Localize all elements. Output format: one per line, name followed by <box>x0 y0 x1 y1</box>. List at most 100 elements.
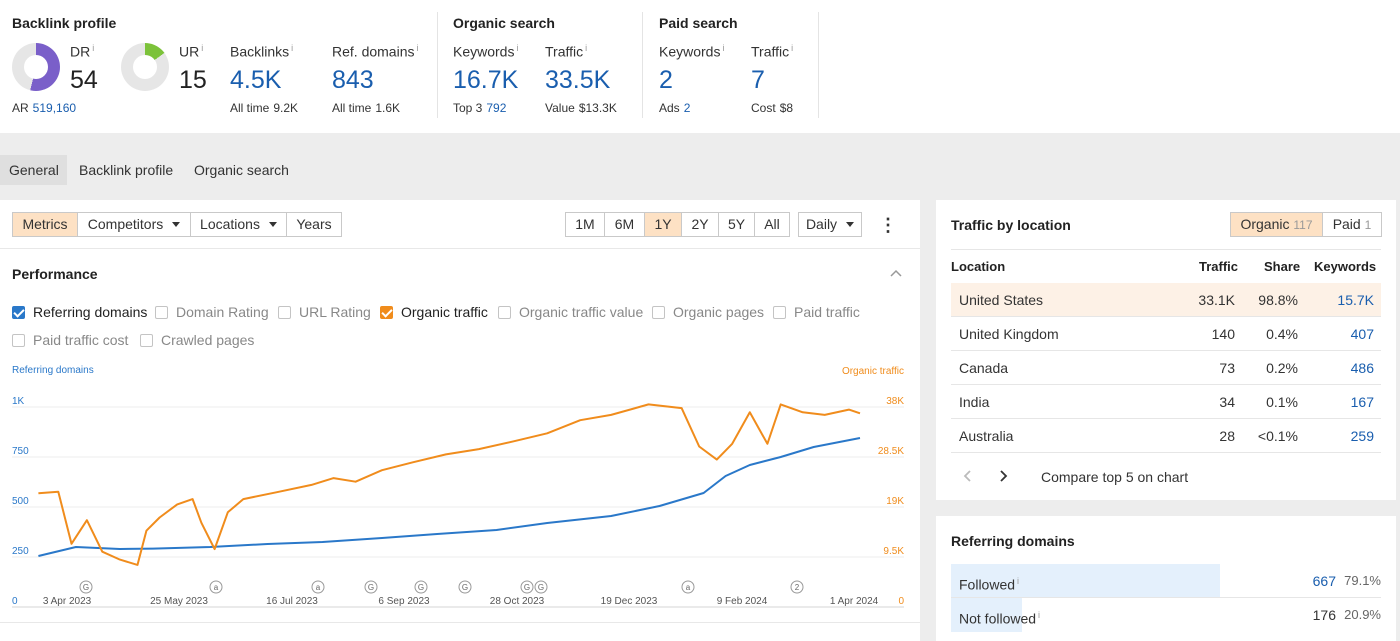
annotation-marker[interactable]: a <box>681 580 695 594</box>
table-row[interactable]: United States 33.1K 98.8% 15.7K <box>951 283 1381 317</box>
range-1y-button[interactable]: 1Y <box>644 212 682 237</box>
keywords-link[interactable]: 167 <box>1350 394 1374 410</box>
paid-traffic-value[interactable]: 7 <box>751 66 765 94</box>
tab-general[interactable]: General <box>0 155 67 185</box>
keywords-link[interactable]: 15.7K <box>1337 292 1374 308</box>
info-icon[interactable]: i <box>92 43 95 53</box>
info-icon[interactable]: i <box>201 43 204 53</box>
annotation-label: 2 <box>795 583 800 592</box>
more-options-icon[interactable]: ⋮ <box>879 215 897 235</box>
chevron-right-icon[interactable] <box>998 469 1010 483</box>
tab-backlink-profile[interactable]: Backlink profile <box>79 162 174 178</box>
ar-value[interactable]: 519,160 <box>32 101 77 115</box>
organic-toggle[interactable]: Organic 117 <box>1230 212 1323 237</box>
annotation-marker[interactable]: a <box>209 580 223 594</box>
not-followed-row[interactable]: Not followed i 176 20.9% <box>951 598 1381 632</box>
range-all-button[interactable]: All <box>754 212 790 237</box>
table-row[interactable]: Australia 28 <0.1% 259 <box>951 419 1381 453</box>
checkbox-icon <box>773 305 786 319</box>
info-icon[interactable]: i <box>516 43 519 53</box>
years-button[interactable]: Years <box>286 212 342 237</box>
caret-down-icon <box>846 221 855 227</box>
col-header-keywords[interactable]: Keywords <box>1314 259 1377 274</box>
info-icon[interactable]: i <box>1017 576 1020 586</box>
checkbox-domain-rating[interactable]: Domain Rating <box>155 304 269 320</box>
annotation-marker[interactable]: G <box>364 580 378 594</box>
organic-keywords-value[interactable]: 16.7K <box>453 66 519 94</box>
checkbox-paid-traffic-cost[interactable]: Paid traffic cost <box>12 332 128 348</box>
checkbox-icon <box>12 333 25 347</box>
locations-label: Locations <box>200 216 260 232</box>
col-header-traffic[interactable]: Traffic <box>1199 259 1239 274</box>
info-icon[interactable]: i <box>416 43 419 53</box>
range-6m-button[interactable]: 6M <box>604 212 645 237</box>
paid-keywords-value[interactable]: 2 <box>659 66 673 94</box>
chevron-left-icon[interactable] <box>962 469 974 483</box>
annotation-marker[interactable]: G <box>458 580 472 594</box>
checkbox-paid-traffic[interactable]: Paid traffic <box>773 304 860 320</box>
annotation-marker[interactable]: a <box>311 580 325 594</box>
locations-dropdown[interactable]: Locations <box>190 212 287 237</box>
info-icon[interactable]: i <box>585 43 588 53</box>
collapse-chevron-icon[interactable] <box>889 268 903 278</box>
checkbox-label: Domain Rating <box>176 304 269 320</box>
competitors-dropdown[interactable]: Competitors <box>77 212 191 237</box>
col-header-location[interactable]: Location <box>951 259 1006 274</box>
checkbox-organic-pages[interactable]: Organic pages <box>652 304 764 320</box>
info-icon[interactable]: i <box>722 43 725 53</box>
annotation-marker[interactable]: G <box>414 580 428 594</box>
paid-traffic-label: Traffic <box>751 43 790 60</box>
info-icon[interactable]: i <box>791 43 794 53</box>
info-icon[interactable]: i <box>291 43 294 53</box>
referring-domains-line[interactable] <box>38 437 861 557</box>
metrics-button[interactable]: Metrics <box>12 212 78 237</box>
x-tick: 6 Sep 2023 <box>378 596 430 607</box>
x-tick: 19 Dec 2023 <box>600 596 658 607</box>
annotation-marker[interactable]: G <box>520 580 534 594</box>
checkbox-icon <box>155 305 168 319</box>
tab-organic-search[interactable]: Organic search <box>194 162 289 178</box>
ref-domains-all-time-label: All time <box>332 101 372 115</box>
compare-top5-link[interactable]: Compare top 5 on chart <box>1041 469 1189 485</box>
dr-donut-chart <box>12 43 60 91</box>
col-header-share[interactable]: Share <box>1264 259 1301 274</box>
checkbox-referring-domains[interactable]: Referring domains <box>12 304 147 320</box>
keywords-link[interactable]: 486 <box>1350 360 1374 376</box>
organic-traffic-line[interactable] <box>38 403 861 566</box>
annotation-marker[interactable]: 2 <box>790 580 804 594</box>
table-row[interactable]: India 34 0.1% 167 <box>951 385 1381 419</box>
traffic-cell: 73 <box>1219 360 1235 376</box>
checkbox-url-rating[interactable]: URL Rating <box>278 304 371 320</box>
interval-dropdown[interactable]: Daily <box>798 212 862 237</box>
range-5y-button[interactable]: 5Y <box>718 212 755 237</box>
table-row[interactable]: Canada 73 0.2% 486 <box>951 351 1381 385</box>
left-tick: 500 <box>12 496 29 507</box>
keywords-link[interactable]: 407 <box>1350 326 1374 342</box>
checkbox-crawled-pages[interactable]: Crawled pages <box>140 332 254 348</box>
left-tick: 1K <box>12 396 25 407</box>
annotation-label: a <box>316 583 321 592</box>
range-2y-button[interactable]: 2Y <box>681 212 719 237</box>
top3-label: Top 3 <box>453 101 483 115</box>
paid-toggle[interactable]: Paid 1 <box>1322 212 1382 237</box>
checkbox-organic-traffic[interactable]: Organic traffic <box>380 304 488 320</box>
followed-row[interactable]: Followed i 667 79.1% <box>951 564 1381 598</box>
ads-value[interactable]: 2 <box>683 101 691 115</box>
x-tick: 28 Oct 2023 <box>489 596 545 607</box>
followed-value[interactable]: 667 <box>1312 573 1336 589</box>
keywords-link[interactable]: 259 <box>1350 428 1374 444</box>
annotation-marker[interactable]: G <box>79 580 93 594</box>
right-tick: 9.5K <box>883 546 904 557</box>
annotation-marker[interactable]: G <box>534 580 548 594</box>
range-1m-button[interactable]: 1M <box>565 212 605 237</box>
top3-value[interactable]: 792 <box>486 101 507 115</box>
ref-domains-value[interactable]: 843 <box>332 66 374 94</box>
checkbox-label: Organic traffic value <box>519 304 644 320</box>
organic-traffic-value[interactable]: 33.5K <box>545 66 611 94</box>
backlinks-value[interactable]: 4.5K <box>230 66 282 94</box>
checkbox-organic-traffic-value[interactable]: Organic traffic value <box>498 304 643 320</box>
referring-domains-title: Referring domains <box>951 533 1075 549</box>
info-icon[interactable]: i <box>1038 610 1041 620</box>
table-row[interactable]: United Kingdom 140 0.4% 407 <box>951 317 1381 351</box>
